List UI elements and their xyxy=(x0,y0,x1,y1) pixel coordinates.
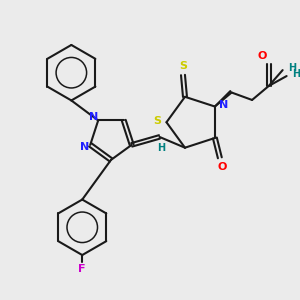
Text: S: S xyxy=(154,116,162,126)
Text: F: F xyxy=(79,264,86,274)
Text: O: O xyxy=(217,162,226,172)
Text: O: O xyxy=(257,51,266,61)
Text: H: H xyxy=(292,69,300,79)
Text: H: H xyxy=(158,143,166,153)
Text: H: H xyxy=(289,63,297,73)
Text: S: S xyxy=(179,61,187,71)
Text: N: N xyxy=(80,142,89,152)
Text: N: N xyxy=(219,100,228,110)
Text: N: N xyxy=(88,112,98,122)
